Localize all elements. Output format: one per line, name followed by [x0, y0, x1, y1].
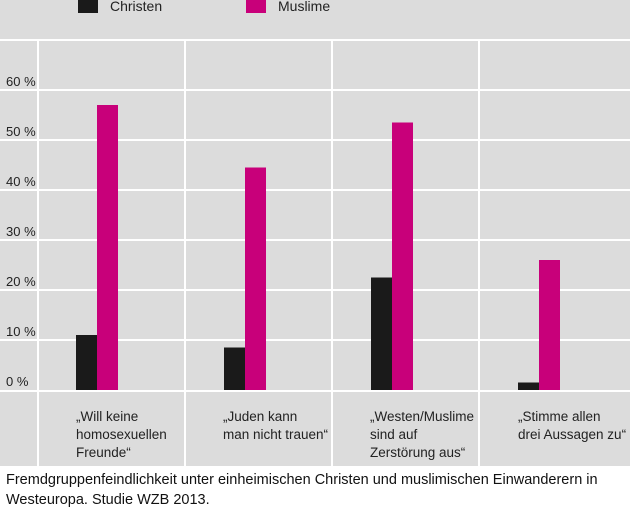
- category-label: „Juden kann man nicht trauen“: [223, 409, 329, 442]
- legend-swatch-christen: [78, 0, 98, 13]
- legend-item-christen: Christen: [78, 0, 162, 16]
- y-tick-label: 20 %: [6, 274, 36, 289]
- y-tick-label: 0 %: [6, 374, 29, 389]
- legend-swatch-muslime: [246, 0, 266, 13]
- legend-label-muslime: Muslime: [278, 0, 331, 14]
- category-label: „Westen/Muslime sind auf Zerstörung aus“: [370, 409, 475, 460]
- y-tick-label: 60 %: [6, 74, 36, 89]
- bar-chart: [0, 39, 630, 466]
- chart-panel: Christen Muslime 0 % 10 % 20 % 30 % 40 %…: [0, 0, 630, 466]
- bar-muslime: [539, 260, 560, 390]
- bar-christen: [224, 347, 245, 390]
- y-tick-label: 30 %: [6, 224, 36, 239]
- category-label: „Stimme allen drei Aussagen zu“: [518, 409, 627, 442]
- bar-christen: [518, 382, 539, 390]
- legend-label-christen: Christen: [110, 0, 163, 14]
- bar-christen: [76, 335, 97, 390]
- bar-muslime: [245, 167, 266, 390]
- y-tick-label: 40 %: [6, 174, 36, 189]
- figure-caption: Fremdgruppenfeindlichkeit unter einheimi…: [6, 472, 598, 508]
- category-label: „Will keine homosexuellen Freunde“: [76, 409, 167, 460]
- bar-muslime: [392, 122, 413, 390]
- bar-muslime: [97, 105, 118, 390]
- bar-christen: [371, 277, 392, 390]
- y-tick-label: 10 %: [6, 324, 36, 339]
- legend-item-muslime: Muslime: [246, 0, 330, 16]
- y-tick-label: 50 %: [6, 124, 36, 139]
